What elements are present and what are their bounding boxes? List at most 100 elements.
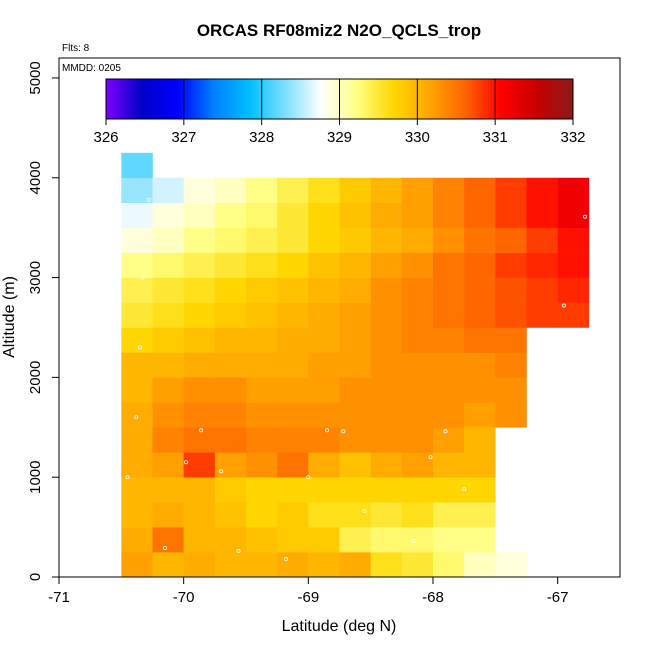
heatmap-cell: [308, 327, 340, 353]
heatmap-cell: [370, 427, 403, 453]
heatmap-cell: [121, 252, 153, 278]
heatmap-cell: [433, 427, 465, 453]
heatmap-cell: [433, 527, 465, 553]
heatmap-cell: [152, 502, 184, 528]
heatmap-cell: [401, 452, 434, 478]
heatmap-cell: [433, 352, 465, 378]
heatmap-cell: [246, 177, 278, 204]
heatmap-cell: [464, 202, 496, 228]
heatmap-cell: [308, 427, 340, 453]
heatmap-cell: [183, 377, 216, 403]
heatmap-cell: [152, 227, 184, 253]
heatmap-cell: [308, 202, 340, 228]
flight-point: [412, 539, 417, 544]
heatmap-cell: [121, 177, 153, 204]
heatmap-cell: [121, 352, 153, 378]
heatmap-cell: [308, 527, 340, 553]
heatmap-cell: [308, 302, 340, 328]
heatmap-cell: [152, 427, 184, 453]
heatmap-cell: [464, 527, 496, 553]
heatmap-cell: [277, 427, 309, 453]
colorbar-tick-label: 326: [93, 129, 118, 146]
heatmap-cell: [339, 302, 371, 328]
heatmap-cell: [246, 552, 278, 578]
heatmap-cell: [339, 527, 371, 553]
heatmap-cell: [246, 277, 278, 303]
flts-label: Flts: 8: [62, 43, 90, 54]
heatmap-cell: [121, 152, 153, 179]
colorbar-tick-label: 329: [327, 129, 352, 146]
y-tick-label: 0: [27, 573, 44, 581]
heatmap-cell: [246, 477, 278, 503]
heatmap-cell: [183, 252, 216, 278]
heatmap-cell: [433, 277, 465, 303]
heatmap-cell: [433, 302, 465, 328]
y-tick-label: 4000: [27, 161, 44, 194]
flight-point: [341, 429, 346, 434]
heatmap-cell: [214, 277, 247, 303]
heatmap-cell: [339, 452, 371, 478]
heatmap-cell: [308, 227, 340, 253]
heatmap-cell: [401, 327, 434, 353]
heatmap-cell: [339, 377, 371, 403]
heatmap-cell: [401, 352, 434, 378]
heatmap-cell: [464, 377, 496, 403]
heatmap-cell: [370, 327, 403, 353]
heatmap-cell: [277, 227, 309, 253]
heatmap-cell: [246, 252, 278, 278]
heatmap-cell: [495, 302, 527, 328]
heatmap-cell: [214, 377, 247, 403]
heatmap-cell: [246, 427, 278, 453]
heatmap-cell: [433, 177, 465, 204]
heatmap-cell: [214, 402, 247, 428]
heatmap-cell: [246, 452, 278, 478]
heatmap-cell: [121, 502, 153, 528]
heatmap-cell: [308, 452, 340, 478]
heatmap-cell: [401, 477, 434, 503]
heatmap-cell: [495, 552, 527, 578]
heatmap-cell: [370, 227, 403, 253]
heatmap-cell: [401, 502, 434, 528]
heatmap-cell: [214, 452, 247, 478]
heatmap-cell: [246, 527, 278, 553]
heatmap-cell: [277, 552, 309, 578]
heatmap-cell: [277, 477, 309, 503]
heatmap-cell: [464, 477, 496, 503]
heatmap-cell: [464, 177, 496, 204]
heatmap-cell: [308, 477, 340, 503]
mmdd-label: MMDD: 0205: [62, 63, 121, 74]
heatmap-cell: [277, 252, 309, 278]
heatmap-cell: [121, 527, 153, 553]
heatmap-cell: [183, 177, 216, 204]
heatmap-cell: [277, 527, 309, 553]
heatmap-cell: [370, 477, 403, 503]
heatmap-cell: [339, 327, 371, 353]
heatmap-cell: [339, 427, 371, 453]
heatmap-cell: [370, 527, 403, 553]
heatmap-cell: [121, 302, 153, 328]
colorbar-tick-label: 331: [483, 129, 508, 146]
flight-point: [362, 509, 367, 514]
heatmap-cell: [464, 227, 496, 253]
heatmap-cell: [464, 352, 496, 378]
heatmap-cell: [339, 477, 371, 503]
x-tick-label: -67: [547, 589, 569, 606]
heatmap-cell: [214, 202, 247, 228]
heatmap-cell: [183, 452, 216, 478]
heatmap-cell: [433, 202, 465, 228]
heatmap-cell: [308, 377, 340, 403]
heatmap-cell: [370, 402, 403, 428]
heatmap-cell: [246, 327, 278, 353]
heatmap-cell: [495, 202, 527, 228]
heatmap-cell: [339, 277, 371, 303]
heatmap-cell: [495, 402, 527, 428]
heatmap-cell: [121, 452, 153, 478]
heatmap-cell: [526, 252, 558, 278]
heatmap-cell: [246, 227, 278, 253]
heatmap-cell: [433, 452, 465, 478]
y-tick-label: 2000: [27, 361, 44, 394]
heatmap-cell: [557, 277, 590, 303]
heatmap-cell: [277, 302, 309, 328]
heatmap-cell: [401, 177, 434, 204]
